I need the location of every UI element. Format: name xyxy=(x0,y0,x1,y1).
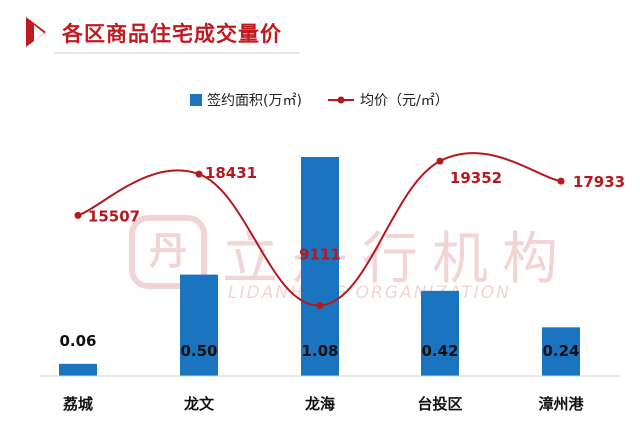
bar-2 xyxy=(180,274,218,376)
line-label-5: 17933 xyxy=(573,173,625,191)
bar-label-2: 0.50 xyxy=(180,342,217,360)
legend-line-label: 均价（元/㎡） xyxy=(360,93,449,109)
category-label-1: 荔城 xyxy=(63,395,93,413)
watermark-seal xyxy=(129,215,207,289)
watermark-en: LIDANHANG ORGANIZATION xyxy=(228,283,511,303)
category-label-4: 台投区 xyxy=(417,395,462,413)
category-axis-labels: 荔城 龙文 龙海 台投区 漳州港 xyxy=(63,395,585,413)
legend-line-dot xyxy=(337,96,345,104)
header-underline xyxy=(54,16,300,54)
chart-header: 各区商品住宅成交量价 xyxy=(0,0,640,64)
line-points xyxy=(74,157,565,310)
category-label-3: 龙海 xyxy=(304,395,335,413)
line-label-4: 19352 xyxy=(450,169,502,187)
line-label-1: 15507 xyxy=(88,207,140,225)
bar-3 xyxy=(301,157,339,376)
category-label-5: 漳州港 xyxy=(538,395,584,413)
page-title: 各区商品住宅成交量价 xyxy=(62,22,282,46)
line-point-3 xyxy=(316,302,324,310)
bar-5 xyxy=(542,327,580,376)
category-label-2: 龙文 xyxy=(183,395,215,413)
line-point-4 xyxy=(436,157,444,165)
line-point-2 xyxy=(195,170,203,178)
bar-data-labels: 0.06 0.50 1.08 0.42 0.24 xyxy=(59,332,579,360)
legend: 签约面积(万㎡) 均价（元/㎡） xyxy=(190,92,449,109)
line-point-1 xyxy=(74,211,82,219)
watermark-seal-glyph: 丹 xyxy=(149,228,187,273)
bar-label-3: 1.08 xyxy=(301,342,338,360)
bar-1 xyxy=(59,363,97,376)
bar-4 xyxy=(421,290,459,376)
chevron-notch xyxy=(34,25,44,41)
watermark-cn: 立丹行机构 xyxy=(222,227,572,292)
line-data-labels: 15507 18431 9111 19352 17933 xyxy=(88,164,625,263)
bar-label-1: 0.06 xyxy=(59,332,96,350)
legend-bar-swatch xyxy=(190,94,202,106)
bar-series xyxy=(59,157,580,376)
line-label-2: 18431 xyxy=(205,164,257,182)
bar-label-5: 0.24 xyxy=(542,342,579,360)
legend-bar-label: 签约面积(万㎡) xyxy=(207,92,302,109)
line-point-5 xyxy=(557,177,565,185)
line-label-3: 9111 xyxy=(299,246,341,264)
bar-label-4: 0.42 xyxy=(421,342,458,360)
